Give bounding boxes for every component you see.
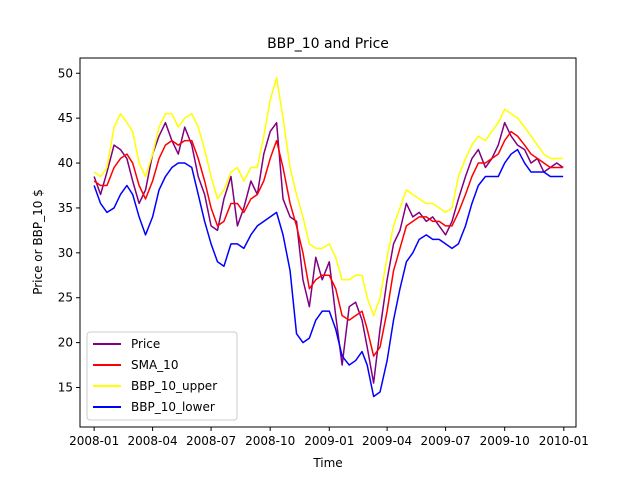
x-tick-label: 2008-10 [245, 434, 295, 448]
plot-frame [79, 57, 577, 428]
y-tick-label: 45 [58, 111, 73, 125]
x-tick-label: 2009-10 [480, 434, 530, 448]
series-layer [93, 77, 564, 398]
legend: Price SMA_10 BBP_10_upper BBP_10_lower [86, 331, 238, 421]
y-tick-label: 30 [58, 246, 73, 260]
legend-entry: SMA_10 [131, 358, 178, 372]
y-axis-label: Price or BBP_10 $ [31, 189, 45, 295]
legend-entry: Price [131, 337, 160, 351]
x-tick-label: 2009-01 [304, 434, 354, 448]
x-axis-label: Time [312, 456, 342, 470]
x-tick-label: 2008-07 [186, 434, 236, 448]
y-tick-label: 35 [58, 201, 73, 215]
chart-title: BBP_10 and Price [267, 36, 389, 52]
series-line-2 [93, 77, 564, 317]
legend-entry: BBP_10_lower [131, 400, 215, 414]
y-tick-label: 40 [58, 156, 73, 170]
y-tick-label: 25 [58, 291, 73, 305]
y-tick-label: 15 [58, 380, 73, 394]
x-tick-label: 2009-07 [421, 434, 471, 448]
x-tick-label: 2008-04 [128, 434, 178, 448]
y-axis: 15 20 25 30 35 40 45 50 [58, 66, 80, 394]
x-tick-label: 2008-01 [69, 434, 119, 448]
x-tick-label: 2010-01 [539, 434, 589, 448]
legend-box [86, 331, 238, 421]
legend-entry: BBP_10_upper [131, 379, 217, 393]
x-axis: 2008-01 2008-04 2008-07 2008-10 2009-01 2009-… [69, 427, 589, 448]
x-tick-label: 2009-04 [362, 434, 412, 448]
series-line-3 [93, 148, 564, 398]
series-line-1 [93, 130, 564, 357]
y-tick-label: 20 [58, 336, 73, 350]
y-tick-label: 50 [58, 66, 73, 80]
